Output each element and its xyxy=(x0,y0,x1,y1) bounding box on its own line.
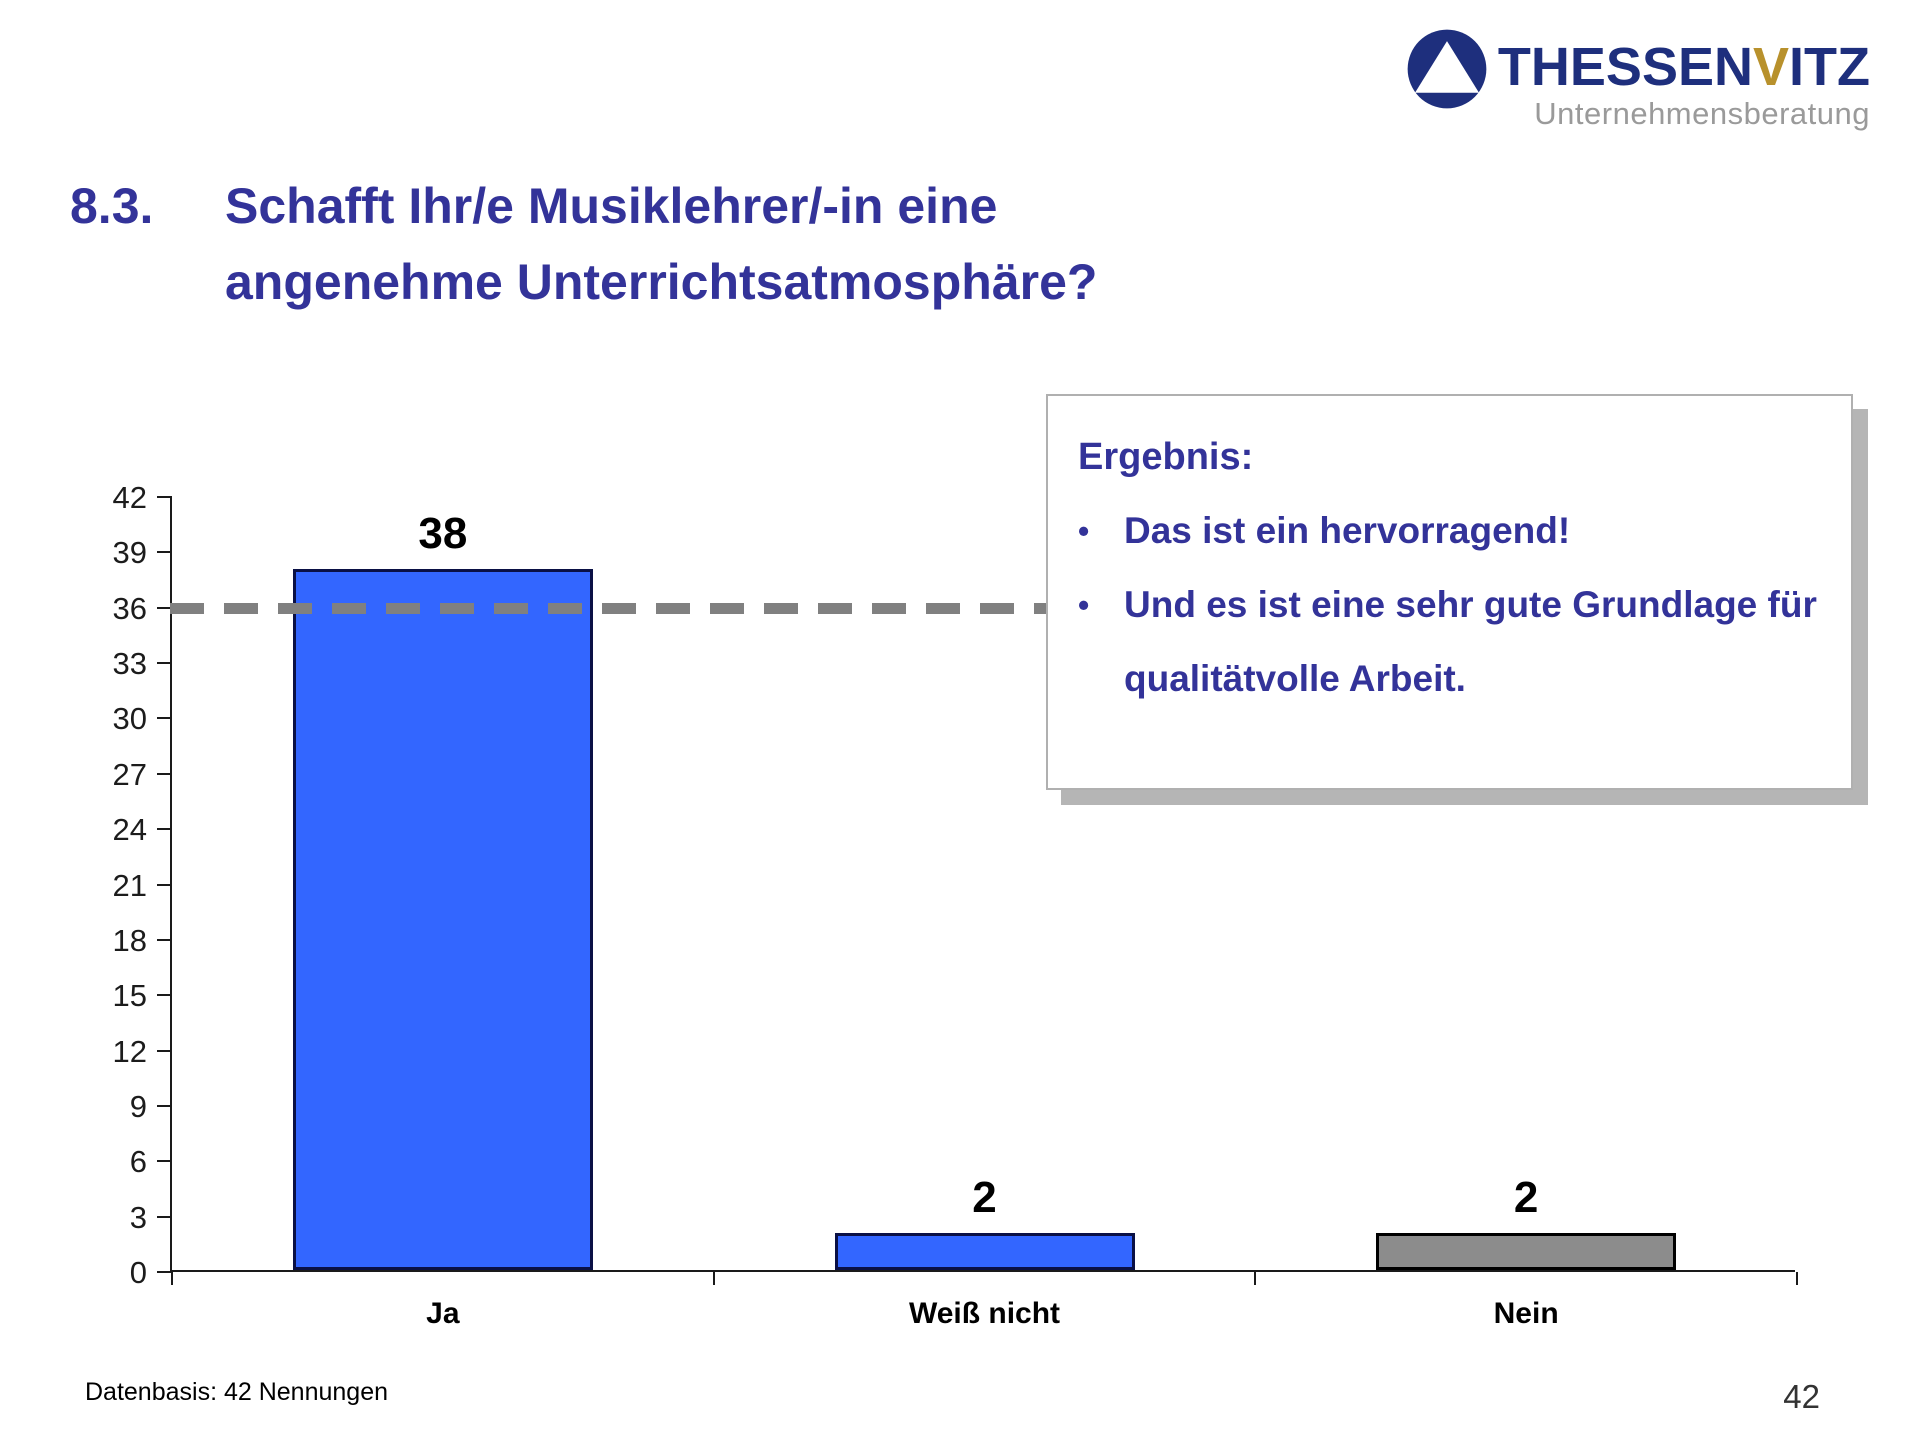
bullet-dot-icon: • xyxy=(1078,513,1090,549)
y-axis-tick xyxy=(157,1049,172,1052)
y-axis-tick-label: 6 xyxy=(129,1144,147,1180)
y-axis-tick-label: 12 xyxy=(112,1033,147,1069)
y-axis-tick-label: 39 xyxy=(112,535,147,571)
y-axis-tick-label: 3 xyxy=(129,1199,147,1235)
y-axis-tick-label: 9 xyxy=(129,1088,147,1124)
y-axis-tick xyxy=(157,717,172,720)
x-axis-tick xyxy=(712,1272,715,1285)
y-axis-tick xyxy=(157,662,172,665)
bar-nein xyxy=(1376,1233,1677,1270)
bar-value-label: 2 xyxy=(1513,1173,1539,1223)
slide-title-line1: Schafft Ihr/e Musiklehrer/-in eine xyxy=(225,178,998,234)
ergebnis-box: Ergebnis: • Das ist ein hervorragend! • Und… xyxy=(1046,394,1853,790)
plot-area: 0 3 6 9 12 15 18 21 24 27 30 33 36 39 42 38 Ja 2 Weiß nich… xyxy=(113,482,1798,1330)
y-axis-tick xyxy=(157,828,172,831)
logo-subtitle: Unternehmensberatung xyxy=(1534,96,1870,131)
y-axis-tick xyxy=(157,883,172,886)
y-axis-tick xyxy=(157,1104,172,1107)
logo-text: THESSENVITZ Unternehmensberatung xyxy=(1498,38,1870,132)
ergebnis-bullet-list: • Das ist ein hervorragend! • Und es ist ei… xyxy=(1078,494,1831,716)
datenbasis-note: Datenbasis: 42 Nennungen xyxy=(85,1378,389,1406)
y-axis-tick-label: 36 xyxy=(112,590,147,626)
y-axis-tick-label: 33 xyxy=(112,646,147,682)
logo-wordmark: THESSENVITZ xyxy=(1498,38,1870,96)
y-axis-tick xyxy=(157,551,172,554)
ergebnis-bullet-item: • Das ist ein hervorragend! xyxy=(1078,494,1831,568)
wordmark-part2: V xyxy=(1752,37,1790,97)
logo: THESSENVITZ Unternehmensberatung xyxy=(1406,28,1870,132)
wordmark-part1: THESSEN xyxy=(1497,37,1753,97)
bar-wei-nicht xyxy=(834,1233,1135,1270)
x-axis-tick xyxy=(171,1272,173,1285)
y-axis-tick-label: 18 xyxy=(112,922,147,958)
y-axis-tick-label: 30 xyxy=(112,701,147,737)
category-label: Ja xyxy=(426,1297,460,1330)
y-axis-tick xyxy=(157,772,172,775)
ergebnis-bullet-item: • Und es ist eine sehr gute Grundlage für… xyxy=(1078,568,1831,716)
category-label: Weiß nicht xyxy=(908,1297,1061,1330)
wordmark-part3: ITZ xyxy=(1789,37,1870,97)
y-axis-tick xyxy=(157,994,172,997)
ergebnis-bullet-text: Das ist ein hervorragend! xyxy=(1124,510,1571,551)
y-axis-tick-label: 21 xyxy=(112,867,147,903)
y-axis-tick xyxy=(157,606,172,609)
y-axis-tick xyxy=(157,1160,172,1163)
ergebnis-bullet-text: Und es ist eine sehr gute Grundlage für … xyxy=(1124,584,1817,699)
slide-title-number: 8.3. xyxy=(70,178,154,234)
y-axis-tick-label: 24 xyxy=(112,812,147,848)
y-axis-tick-label: 42 xyxy=(112,480,147,515)
y-axis-tick-label: 0 xyxy=(129,1255,147,1290)
slide-title-line2: angenehme Unterrichtsatmosphäre? xyxy=(225,254,1098,310)
triangle-circle-logo-icon xyxy=(1407,29,1487,109)
y-axis-tick xyxy=(157,938,172,941)
slide-title: 8.3. Schafft Ihr/e Musiklehrer/-in eine … xyxy=(70,168,1097,320)
bar-value-label: 2 xyxy=(972,1173,997,1223)
slide-title-text: Schafft Ihr/e Musiklehrer/-in eine angen… xyxy=(225,168,1097,320)
ergebnis-heading: Ergebnis: xyxy=(1078,436,1254,478)
bar-value-label: 38 xyxy=(418,508,468,558)
x-axis-tick xyxy=(1796,1272,1798,1285)
y-axis-tick xyxy=(157,1271,172,1273)
reference-dashed-line xyxy=(170,602,1048,614)
page-number: 42 xyxy=(1783,1378,1820,1415)
category-label: Nein xyxy=(1493,1297,1559,1330)
y-axis-tick-label: 27 xyxy=(112,756,147,792)
y-axis-tick xyxy=(157,496,172,498)
bar-ja xyxy=(292,568,593,1270)
x-axis-tick xyxy=(1254,1272,1257,1285)
y-axis-tick xyxy=(157,1215,172,1218)
y-axis-tick-label: 15 xyxy=(112,978,147,1014)
bullet-dot-icon: • xyxy=(1078,587,1090,623)
